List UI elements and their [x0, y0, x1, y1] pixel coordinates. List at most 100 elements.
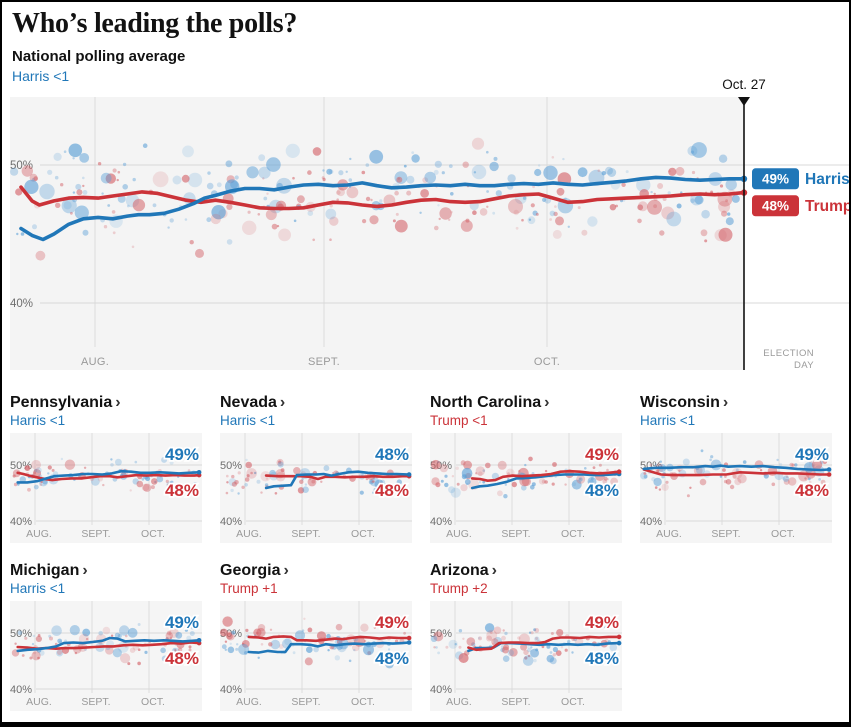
- poll-dot: [32, 651, 36, 655]
- poll-dot: [284, 637, 292, 646]
- poll-dot: [411, 154, 420, 163]
- poll-dot: [210, 213, 221, 225]
- poll-dot: [434, 225, 439, 231]
- poll-dot: [270, 639, 281, 650]
- poll-dot: [667, 191, 671, 195]
- poll-dot: [700, 449, 704, 453]
- average-line: [264, 470, 411, 490]
- poll-dot: [544, 469, 548, 473]
- poll-dot: [72, 191, 76, 194]
- poll-dot: [307, 170, 312, 175]
- poll-dot: [292, 651, 296, 655]
- poll-dot: [710, 455, 714, 459]
- poll-dot: [246, 468, 257, 479]
- poll-dot: [511, 481, 517, 488]
- state-title-link[interactable]: Michigan ›: [10, 561, 210, 580]
- poll-dot: [553, 211, 558, 217]
- poll-dot: [542, 197, 547, 202]
- poll-dot: [479, 208, 488, 216]
- state-lead: Harris <1: [10, 413, 66, 428]
- poll-dot: [277, 461, 284, 468]
- poll-dot: [134, 460, 138, 464]
- state-title-link[interactable]: North Carolina ›: [430, 393, 630, 412]
- poll-dot: [21, 165, 33, 177]
- state-title-link[interactable]: Wisconsin ›: [640, 393, 840, 412]
- trailer-pct-label: 48%: [375, 649, 409, 668]
- poll-dot: [551, 156, 555, 159]
- leader-pct-label: 49%: [585, 445, 619, 464]
- poll-dot: [779, 462, 783, 467]
- poll-dot: [110, 463, 114, 467]
- poll-dot: [731, 194, 740, 203]
- poll-dot: [112, 231, 116, 235]
- poll-dot: [691, 170, 696, 175]
- x-tick-label: OCT.: [561, 696, 585, 708]
- state-title-link[interactable]: Arizona ›: [430, 561, 630, 580]
- state-polling-chart: AUG.SEPT.OCT.50%40%49%48%: [640, 433, 832, 543]
- poll-dot: [83, 466, 87, 469]
- poll-dot: [276, 224, 280, 228]
- poll-dot: [538, 478, 546, 485]
- poll-dot: [549, 210, 556, 217]
- poll-dot: [72, 157, 75, 160]
- poll-dot: [530, 203, 535, 208]
- poll-dot: [461, 474, 467, 480]
- average-line: [470, 472, 621, 490]
- poll-dot: [804, 477, 807, 480]
- poll-dot: [502, 646, 509, 654]
- poll-dot: [725, 199, 728, 203]
- poll-dot: [471, 642, 476, 647]
- poll-dot: [181, 174, 190, 183]
- y-tick-label: 50%: [430, 628, 452, 640]
- poll-dot: [605, 166, 613, 175]
- header: Who’s leading the polls? National pollin…: [12, 8, 297, 84]
- poll-dot: [437, 204, 440, 207]
- poll-dot: [24, 465, 31, 471]
- poll-dot: [820, 479, 826, 485]
- poll-dot: [372, 480, 375, 483]
- poll-dot: [567, 640, 571, 644]
- poll-dot: [222, 616, 233, 627]
- poll-dot: [419, 211, 422, 214]
- poll-dot: [791, 463, 795, 467]
- poll-dot: [533, 628, 537, 632]
- poll-dot: [448, 164, 453, 168]
- poll-dot: [266, 157, 281, 172]
- poll-dot: [486, 205, 489, 208]
- poll-dot: [509, 648, 518, 657]
- poll-dot: [137, 648, 141, 651]
- state-title-link[interactable]: Pennsylvania ›: [10, 393, 210, 412]
- poll-dot: [103, 225, 108, 229]
- state-lead: Trump +2: [430, 581, 488, 596]
- poll-dot: [245, 458, 248, 462]
- poll-dot: [522, 196, 527, 200]
- state-title-link[interactable]: Nevada ›: [220, 393, 420, 412]
- poll-dot: [189, 631, 195, 636]
- poll-dot: [264, 483, 269, 487]
- poll-dot: [534, 628, 540, 633]
- line-end-dot: [406, 635, 412, 641]
- poll-dot: [637, 218, 642, 224]
- poll-dot: [439, 463, 449, 473]
- poll-dot: [653, 192, 656, 196]
- poll-dot: [336, 198, 340, 201]
- state-title-link[interactable]: Georgia ›: [220, 561, 420, 580]
- poll-dot: [351, 643, 360, 652]
- poll-dot: [718, 200, 731, 213]
- poll-dot: [486, 190, 489, 193]
- poll-dot: [577, 206, 581, 210]
- poll-dot: [482, 469, 486, 472]
- poll-dot: [170, 480, 174, 484]
- poll-dot: [246, 474, 250, 478]
- poll-dot: [636, 177, 651, 193]
- y-tick-label: 50%: [10, 628, 32, 640]
- poll-dot: [587, 216, 598, 227]
- y-tick-label: 40%: [430, 516, 452, 528]
- poll-dot: [471, 164, 487, 180]
- poll-dot: [101, 192, 104, 195]
- poll-dot: [613, 483, 617, 487]
- poll-dot: [365, 196, 371, 202]
- x-tick-label: OCT.: [534, 356, 560, 368]
- poll-dot: [554, 205, 557, 208]
- state-name: Arizona: [430, 562, 489, 579]
